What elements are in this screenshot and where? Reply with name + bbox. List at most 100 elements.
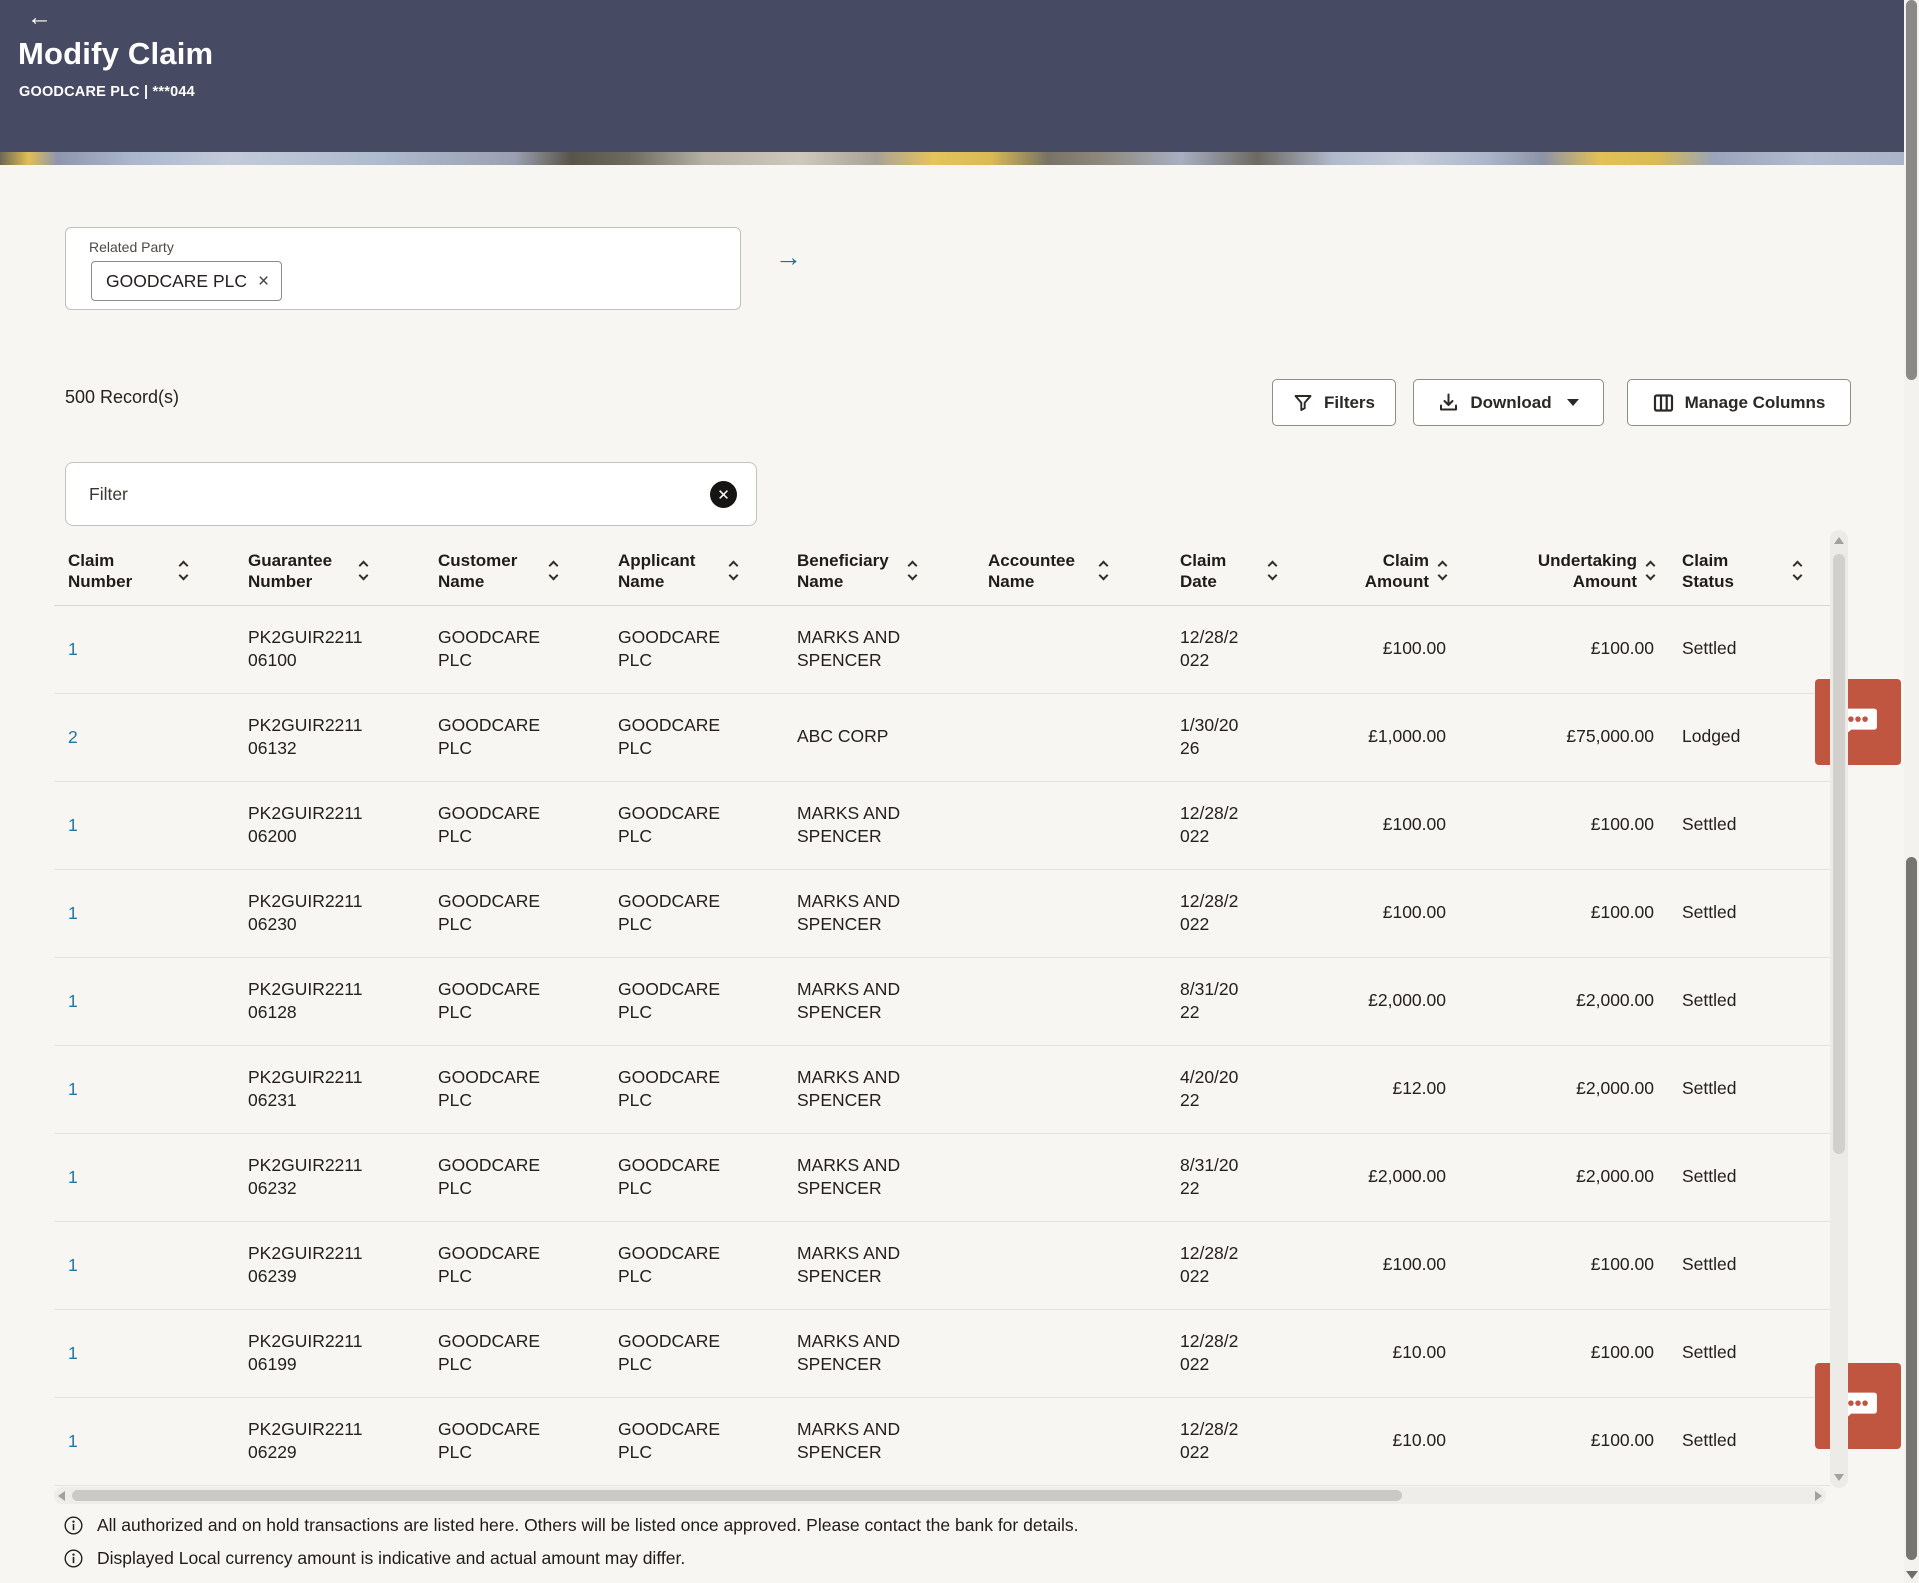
sort-icon[interactable] [1437, 560, 1448, 581]
scroll-right-arrow-icon[interactable] [1815, 1491, 1822, 1501]
filters-button[interactable]: Filters [1272, 379, 1396, 426]
sort-icon[interactable] [1792, 560, 1803, 581]
cell-text: GOODCARE PLC [438, 714, 541, 758]
chip-close-icon[interactable]: × [258, 270, 270, 292]
claim-number-link[interactable]: 1 [68, 1430, 78, 1451]
chat-widget-button[interactable] [1815, 679, 1901, 765]
table-row: 1 PK2GUIR221106128 GOODCARE PLC GOODCARE PL… [54, 957, 1830, 1046]
cell-text: PK2GUIR221106239 [248, 1242, 363, 1286]
back-arrow-icon[interactable]: ← [27, 3, 52, 31]
claim-number-link[interactable]: 1 [68, 1342, 78, 1363]
download-caret-icon [1566, 399, 1579, 406]
cell-undertaking_amount: £2,000.00 [1460, 1133, 1668, 1222]
horizontal-scrollbar-thumb[interactable] [72, 1490, 1402, 1501]
cell-text: GOODCARE PLC [438, 626, 541, 670]
cell-claim_number: 1 [54, 1397, 234, 1486]
cell-undertaking_amount: £75,000.00 [1460, 693, 1668, 782]
cell-claim_number: 1 [54, 957, 234, 1046]
table-scrollbar-thumb[interactable] [1833, 554, 1845, 1154]
column-header-undertaking_amount: Undertaking Amount [1460, 537, 1668, 606]
cell-claim_number: 1 [54, 1309, 234, 1398]
scroll-up-arrow-icon[interactable] [1834, 537, 1844, 544]
related-party-field[interactable]: Related Party GOODCARE PLC × [65, 227, 741, 310]
cell-text: £10.00 [1392, 1430, 1446, 1451]
page-scrollbar-thumb[interactable] [1906, 0, 1917, 380]
cell-guarantee_number: PK2GUIR221106232 [234, 1133, 424, 1222]
column-header-claim_number: Claim Number [54, 537, 234, 606]
page-scrollbar[interactable] [1904, 0, 1919, 1583]
scroll-down-arrow-icon[interactable] [1834, 1474, 1844, 1481]
page-scrollbar-thumb[interactable] [1906, 857, 1917, 1560]
claim-number-link[interactable]: 1 [68, 990, 78, 1011]
sort-icon[interactable] [907, 560, 918, 581]
column-header-claim_status: Claim Status [1668, 537, 1830, 606]
cell-accountee_name [974, 1045, 1166, 1134]
manage-columns-button[interactable]: Manage Columns [1627, 379, 1851, 426]
cell-text: MARKS AND SPENCER [797, 1242, 901, 1286]
chat-widget-button[interactable] [1815, 1363, 1901, 1449]
sort-icon[interactable] [728, 560, 739, 581]
cell-text: £10.00 [1392, 1342, 1446, 1363]
column-header-applicant_name: Applicant Name [604, 537, 783, 606]
column-header-guarantee_number: Guarantee Number [234, 537, 424, 606]
cell-text: 12/28/2022 [1180, 890, 1239, 934]
filter-input[interactable] [89, 463, 649, 525]
cell-beneficiary_name: ABC CORP [783, 693, 974, 782]
cell-text: PK2GUIR221106128 [248, 978, 363, 1022]
sort-icon[interactable] [548, 560, 559, 581]
claim-number-link[interactable]: 1 [68, 1078, 78, 1099]
column-header-claim_date: Claim Date [1166, 537, 1290, 606]
cell-applicant_name: GOODCARE PLC [604, 1221, 783, 1310]
claim-number-link[interactable]: 1 [68, 1254, 78, 1275]
records-count: 500 Record(s) [65, 387, 180, 407]
claim-number-link[interactable]: 1 [68, 1166, 78, 1187]
cell-text: 1/30/2026 [1180, 714, 1239, 758]
filter-clear-icon[interactable]: ✕ [710, 481, 737, 508]
claim-number-link[interactable]: 1 [68, 902, 78, 923]
cell-accountee_name [974, 869, 1166, 958]
cell-guarantee_number: PK2GUIR221106231 [234, 1045, 424, 1134]
cell-accountee_name [974, 1133, 1166, 1222]
cell-text: £100.00 [1590, 1254, 1654, 1275]
cell-claim_status: Settled [1668, 1397, 1830, 1486]
sort-icon[interactable] [1645, 560, 1656, 581]
cell-text: £100.00 [1382, 902, 1446, 923]
sort-icon[interactable] [358, 560, 369, 581]
cell-customer_name: GOODCARE PLC [424, 1397, 604, 1486]
claim-number-link[interactable]: 2 [68, 726, 78, 747]
sort-icon[interactable] [1267, 560, 1278, 581]
cell-claim_status: Settled [1668, 1221, 1830, 1310]
table-horizontal-scrollbar[interactable] [54, 1487, 1826, 1504]
table-vertical-scrollbar[interactable] [1830, 530, 1848, 1488]
cell-text: PK2GUIR221106230 [248, 890, 363, 934]
column-label: Beneficiary Name [797, 550, 889, 591]
cell-claim_date: 12/28/2022 [1166, 605, 1290, 694]
cell-claim_date: 12/28/2022 [1166, 1221, 1290, 1310]
sort-icon[interactable] [1098, 560, 1109, 581]
cell-claim_status: Settled [1668, 781, 1830, 870]
cell-claim_amount: £10.00 [1290, 1397, 1460, 1486]
column-label: Guarantee Number [248, 550, 333, 591]
cell-text: £100.00 [1590, 1430, 1654, 1451]
table-row: 1 PK2GUIR221106231 GOODCARE PLC GOODCARE PL… [54, 1045, 1830, 1134]
claim-number-link[interactable]: 1 [68, 638, 78, 659]
filters-button-label: Filters [1323, 392, 1376, 412]
related-party-chip[interactable]: GOODCARE PLC × [91, 261, 283, 301]
cell-customer_name: GOODCARE PLC [424, 781, 604, 870]
scroll-left-arrow-icon[interactable] [58, 1491, 65, 1501]
cell-beneficiary_name: MARKS AND SPENCER [783, 1221, 974, 1310]
column-label: Claim Status [1682, 550, 1734, 591]
filter-field: ✕ [65, 462, 757, 526]
cell-claim_amount: £1,000.00 [1290, 693, 1460, 782]
cell-text: GOODCARE PLC [618, 1330, 721, 1374]
cell-claim_number: 1 [54, 1133, 234, 1222]
cell-text: PK2GUIR221106229 [248, 1418, 363, 1462]
sort-icon[interactable] [178, 560, 189, 581]
cell-text: £12.00 [1392, 1078, 1446, 1099]
submit-arrow-icon[interactable]: → [775, 242, 802, 272]
download-button[interactable]: Download [1413, 379, 1604, 426]
claim-number-link[interactable]: 1 [68, 814, 78, 835]
cell-applicant_name: GOODCARE PLC [604, 957, 783, 1046]
page-scroll-down-arrow-icon[interactable] [1906, 1571, 1918, 1579]
cell-text: £100.00 [1590, 638, 1654, 659]
